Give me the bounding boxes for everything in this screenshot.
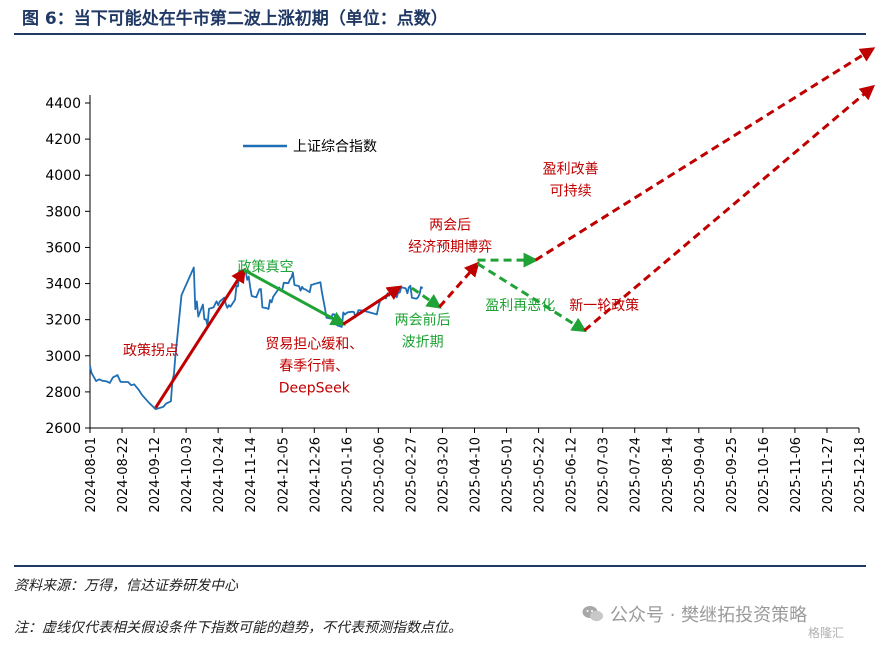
- annotation-line: 经济预期博弈: [408, 238, 492, 255]
- annotation-line: 可持续: [550, 182, 592, 199]
- annotation-line: 盈利再恶化: [485, 298, 555, 314]
- annotation-2: 政策真空: [237, 258, 293, 275]
- x-tick-label: 2025-03-20: [436, 437, 451, 513]
- annotation-3: 贸易担心缓和、春季行情、 DeepSeek: [265, 337, 363, 397]
- x-tick-label: 2025-09-25: [725, 437, 740, 513]
- annotation-7: 新一轮政策: [569, 297, 639, 314]
- x-tick-label: 2025-02-27: [404, 437, 419, 513]
- x-tick-label: 2025-07-24: [629, 437, 644, 513]
- x-tick-label: 2024-09-12: [148, 437, 163, 513]
- x-tick-label: 2024-08-01: [84, 437, 99, 513]
- y-tick-label: 3400: [45, 277, 81, 293]
- x-tick-label: 2025-04-10: [469, 437, 484, 513]
- y-tick-label: 4000: [45, 168, 81, 184]
- axes: 2600 2800 3000 3200 3400 3600 3800 4000 4200 4400…: [45, 95, 868, 513]
- series-line-index: [89, 266, 424, 411]
- y-tick-label: 2800: [45, 385, 81, 401]
- watermark: 公众号 · 樊继拓投资策略: [582, 601, 807, 627]
- down-arrow-4: [411, 286, 442, 309]
- up-arrow-3: [342, 285, 403, 326]
- x-tick-label: 2025-02-06: [372, 437, 387, 513]
- figure-title: 图 6：当下可能处在牛市第二波上涨初期（单位：点数）: [22, 9, 448, 29]
- up-arrow-9: [583, 84, 876, 332]
- annotation-5: 两会后经济预期博弈: [408, 217, 492, 255]
- x-tick-label: 2024-11-14: [244, 437, 259, 513]
- down-arrow-8: [476, 262, 587, 333]
- footer-rule: [14, 565, 866, 567]
- x-tick-label: 2025-09-04: [693, 437, 708, 513]
- annotation-line: 贸易担心缓和、: [265, 337, 363, 353]
- y-tick-label: 4200: [45, 132, 81, 148]
- y-tick-label: 3800: [45, 204, 81, 220]
- arrow-layer: [154, 47, 876, 409]
- x-tick-label: 2024-12-26: [308, 437, 323, 513]
- annotation-line: 两会前后: [395, 311, 451, 328]
- header-rule: [14, 33, 866, 35]
- x-tick-label: 2025-05-01: [501, 437, 516, 513]
- watermark-badge: 格隆汇: [808, 626, 845, 640]
- up-arrow-1: [154, 267, 246, 409]
- x-tick-label: 2025-07-03: [597, 437, 612, 513]
- annotation-line: 新一轮政策: [569, 297, 639, 314]
- annotation-line: 春季行情、: [279, 359, 349, 375]
- x-tick-label: 2024-10-24: [212, 437, 227, 513]
- x-tick-label: 2025-08-14: [661, 437, 676, 513]
- x-tick-label: 2024-10-03: [180, 437, 195, 513]
- annotation-line: 政策拐点: [123, 342, 179, 359]
- y-tick-label: 4400: [45, 96, 81, 112]
- legend: 上证综合指数: [243, 139, 377, 155]
- x-tick-label: 2024-08-22: [116, 437, 131, 513]
- y-tick-label: 3200: [45, 313, 81, 329]
- series-layer: [89, 266, 424, 411]
- annotation-line: 波折期: [402, 334, 444, 350]
- x-tick-label: 2025-11-06: [789, 437, 804, 513]
- x-tick-label: 2025-11-27: [821, 437, 836, 513]
- watermark-text: 公众号 · 樊继拓投资策略: [610, 605, 808, 626]
- annotation-8: 盈利改善可持续: [543, 161, 599, 199]
- x-tick-label: 2025-12-18: [853, 437, 868, 513]
- wechat-icon: [582, 606, 603, 622]
- annotation-line: 政策真空: [237, 258, 293, 275]
- y-tick-label: 2600: [45, 421, 81, 437]
- up-arrow-5: [438, 261, 480, 309]
- annotation-4: 两会前后波折期: [395, 311, 451, 350]
- annotation-1: 政策拐点: [123, 342, 179, 359]
- annotation-line: 盈利改善: [543, 161, 599, 177]
- annotation-6: 盈利再恶化: [485, 298, 555, 314]
- legend-label: 上证综合指数: [293, 139, 377, 155]
- y-tick-label: 3600: [45, 240, 81, 256]
- x-tick-label: 2025-06-12: [565, 437, 580, 513]
- x-tick-label: 2024-12-05: [276, 437, 291, 513]
- x-tick-label: 2025-05-22: [533, 437, 548, 513]
- y-tick-label: 3000: [45, 349, 81, 365]
- annotation-line: 两会后: [429, 217, 471, 233]
- x-tick-label: 2025-01-16: [340, 437, 355, 513]
- source-text: 资料来源：万得，信达证券研发中心: [14, 578, 238, 594]
- down-arrow-2: [243, 268, 346, 326]
- note-text: 注：虚线仅代表相关假设条件下指数可能的趋势，不代表预测指数点位。: [14, 620, 462, 636]
- annotation-line: DeepSeek: [279, 381, 351, 397]
- x-tick-label: 2025-10-16: [757, 437, 772, 513]
- up-arrow-7: [534, 47, 876, 262]
